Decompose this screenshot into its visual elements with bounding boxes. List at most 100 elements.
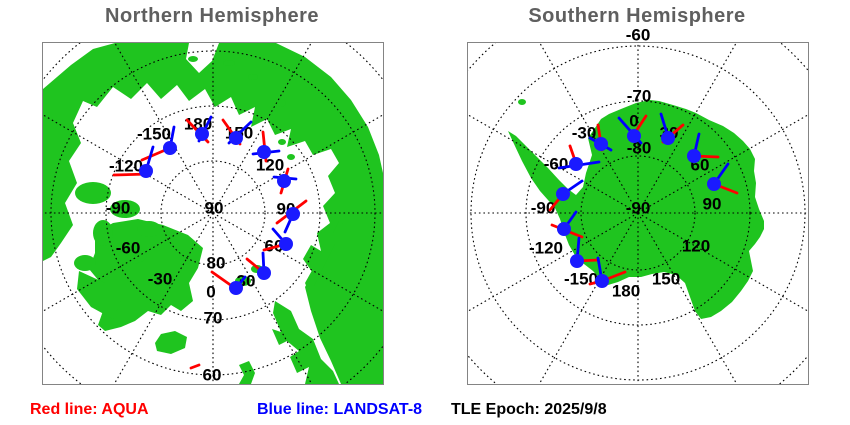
grid-label: 120	[256, 156, 284, 175]
longitude-spoke	[113, 212, 214, 384]
longitude-spoke	[43, 212, 214, 312]
satellite-marker	[195, 127, 209, 141]
island	[223, 60, 235, 66]
longitude-spoke	[468, 114, 639, 214]
satellite-marker	[569, 157, 583, 171]
legend-tle-epoch: TLE Epoch: 2025/9/8	[451, 401, 607, 418]
grid-label: -60	[626, 26, 651, 45]
satellite-marker	[661, 131, 675, 145]
satellite-marker	[707, 177, 721, 191]
grid-label: 120	[682, 237, 710, 256]
grid-label: 150	[652, 270, 680, 289]
satellite-marker	[229, 281, 243, 295]
graticule-layer	[468, 43, 808, 384]
land-mass	[272, 301, 339, 384]
island	[278, 139, 286, 145]
island	[188, 56, 198, 62]
north-map-title: Northern Hemisphere	[105, 5, 319, 27]
island	[287, 154, 295, 160]
grid-label: 70	[204, 309, 223, 328]
graticule-layer	[43, 43, 383, 384]
legend-aqua: Red line: AQUA	[30, 401, 149, 418]
longitude-spoke	[637, 43, 737, 214]
grid-label: 180	[612, 282, 640, 301]
satellite-markers	[139, 127, 300, 295]
grid-labels: -150180150-120120-9090-6060-303009080706…	[106, 115, 296, 385]
satellite-marker	[570, 254, 584, 268]
satellite-marker	[163, 141, 177, 155]
grid-label: 0	[629, 112, 638, 131]
south-map-title: Southern Hemisphere	[528, 5, 746, 27]
satellite-marker	[594, 137, 608, 151]
north-map-panel: -150180150-120120-9090-6060-303009080706…	[42, 42, 384, 385]
grid-label: -60	[116, 239, 141, 258]
grid-label: -150	[137, 125, 171, 144]
grid-label: -80	[627, 139, 652, 158]
satellite-markers	[556, 129, 721, 288]
satellite-marker	[556, 187, 570, 201]
longitude-spoke	[114, 43, 214, 214]
satellite-marker	[286, 207, 300, 221]
longitude-spoke	[539, 43, 639, 214]
grid-label: 60	[203, 366, 222, 385]
grid-label: -60	[544, 155, 569, 174]
legend-landsat: Blue line: LANDSAT-8	[257, 401, 423, 418]
latitude-ring	[160, 160, 266, 266]
land-mass	[305, 221, 345, 290]
south-hemisphere-map: -60-70-80-90-300306090-60-90-120120-1501…	[468, 26, 808, 384]
satellite-marker	[279, 237, 293, 251]
aqua-track-layer	[112, 118, 308, 370]
island	[518, 99, 526, 105]
latitude-ring	[525, 100, 751, 326]
north-hemisphere-map: -150180150-120120-9090-6060-303009080706…	[43, 43, 383, 385]
longitude-spoke	[212, 212, 383, 312]
longitude-spoke	[538, 212, 639, 384]
latitude-ring	[105, 105, 321, 321]
island	[93, 220, 113, 246]
satellite-marker	[257, 266, 271, 280]
longitude-spoke	[212, 212, 313, 384]
longitude-spoke	[637, 212, 738, 384]
grid-label: -90	[626, 199, 651, 218]
island	[115, 246, 147, 264]
latitude-ring	[580, 155, 696, 271]
island	[75, 182, 111, 204]
satellite-marker	[687, 149, 701, 163]
satellite-marker	[229, 131, 243, 145]
grid-label: -90	[531, 199, 556, 218]
satellite-marker	[595, 274, 609, 288]
land-layer	[43, 43, 383, 384]
grid-label: -150	[564, 270, 598, 289]
satellite-marker	[627, 129, 641, 143]
island	[248, 74, 258, 80]
grid-label: -120	[109, 157, 143, 176]
grid-label: -120	[529, 239, 563, 258]
longitude-spoke	[212, 114, 383, 214]
land-mass	[155, 331, 187, 354]
longitude-spoke	[637, 114, 808, 214]
land-mass	[239, 361, 255, 384]
longitude-spoke	[637, 212, 808, 312]
grid-label: 90	[205, 199, 224, 218]
land-mass	[43, 43, 383, 384]
longitude-spoke	[43, 114, 214, 214]
grid-label: -30	[148, 270, 173, 289]
land-mass	[77, 271, 121, 319]
grid-label: 90	[703, 195, 722, 214]
satellite-marker	[277, 174, 291, 188]
longitude-spoke	[212, 43, 312, 214]
grid-label: -70	[627, 87, 652, 106]
grid-label: 0	[206, 283, 215, 302]
satellite-marker	[139, 164, 153, 178]
island	[272, 99, 286, 107]
island	[137, 221, 161, 237]
island	[74, 255, 96, 271]
satellite-marker	[557, 222, 571, 236]
longitude-spoke	[468, 212, 639, 312]
grid-label: 80	[207, 254, 226, 273]
orbit-track-red	[189, 363, 201, 370]
satellite-marker	[257, 145, 271, 159]
south-map-panel: -60-70-80-90-300306090-60-90-120120-1501…	[467, 26, 809, 385]
grid-label: -90	[106, 199, 131, 218]
